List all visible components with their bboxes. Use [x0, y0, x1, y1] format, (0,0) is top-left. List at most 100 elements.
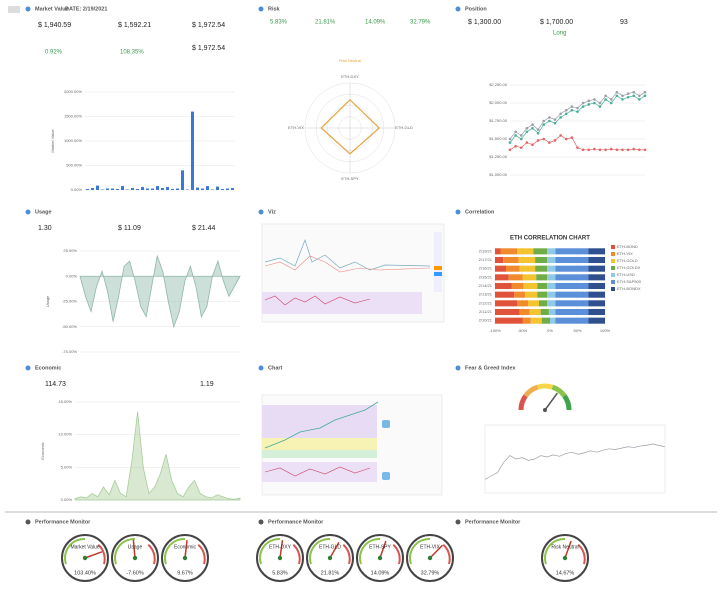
marker	[570, 136, 574, 139]
bar	[121, 186, 124, 190]
y-tick-label: -50.00%	[62, 324, 77, 329]
bar-segment	[495, 317, 523, 324]
bar-segment	[522, 317, 531, 324]
gauge-hub	[82, 555, 88, 561]
gauge-red	[577, 543, 586, 565]
marker	[593, 101, 596, 105]
y-tick-label: 2/16/21	[479, 266, 493, 271]
marker	[626, 95, 630, 99]
bar-segment	[548, 308, 556, 316]
bar-segment	[519, 265, 536, 272]
bar-segment	[535, 256, 548, 264]
gauge-green	[544, 537, 566, 565]
marker	[525, 141, 529, 144]
bar-segment	[495, 274, 509, 281]
marker	[598, 101, 602, 105]
y-tick-label: 2/12/21	[479, 300, 493, 305]
panel-title: Correlation	[465, 209, 495, 215]
panel-icon	[258, 209, 264, 215]
marker	[570, 108, 574, 112]
marker	[615, 90, 619, 94]
marker	[514, 144, 517, 148]
marker	[632, 147, 636, 151]
bar-segment	[555, 265, 589, 272]
marker	[626, 148, 630, 152]
bar	[91, 188, 94, 190]
bar-segment	[547, 265, 556, 272]
legend-label: Risk Neutral	[339, 58, 361, 63]
marker	[576, 146, 579, 149]
bar-segment	[547, 274, 556, 281]
marker	[576, 110, 579, 113]
marker	[615, 94, 619, 98]
bar-segment	[588, 291, 605, 298]
bar-segment	[530, 317, 542, 324]
bar-segment	[588, 248, 605, 255]
legend-swatch	[611, 273, 615, 277]
marker	[542, 123, 546, 126]
marker	[536, 139, 540, 142]
chart-image	[261, 394, 443, 496]
gauge-label: ETH-SPY	[369, 544, 391, 550]
y-tick-label: 2000.00%	[64, 89, 82, 94]
area	[79, 254, 241, 329]
bar-segment	[555, 317, 589, 324]
gauge-label: ETH-GLD	[319, 544, 341, 550]
bar-segment	[540, 308, 549, 316]
kpi-value: $ 1,592.21	[118, 22, 151, 29]
legend-swatch	[611, 280, 615, 284]
bar-segment	[555, 282, 589, 290]
marker	[638, 148, 641, 152]
y-tick-label: 2/19/21	[479, 248, 493, 253]
y-tick-label: 2/14/21	[479, 283, 493, 288]
marker	[604, 148, 607, 152]
bar	[116, 189, 119, 190]
kpi-value: 5.83%	[270, 20, 288, 26]
panel-title: Economic	[35, 365, 61, 371]
marker	[587, 103, 591, 106]
gauge-label: Economic	[174, 544, 196, 550]
marker	[609, 147, 613, 151]
bar-segment	[547, 291, 556, 298]
bar-segment	[547, 256, 556, 264]
panel-title: Market Value	[35, 6, 69, 12]
panel-title: Performance Monitor	[465, 519, 521, 525]
y-tick-label: 2/17/21	[479, 257, 493, 262]
gauge-red	[342, 543, 351, 565]
bar	[206, 186, 209, 190]
y-tick-label: 2/13/21	[479, 292, 493, 297]
gauge-band	[518, 394, 528, 411]
gauge-hub	[377, 555, 383, 561]
marker	[581, 148, 585, 152]
gauge-value: 21.81%	[321, 570, 340, 576]
panel-icon	[258, 365, 264, 371]
legend-label: ETH-BONDX	[617, 286, 641, 291]
marker	[643, 90, 647, 94]
bar	[226, 188, 229, 190]
line	[509, 91, 646, 140]
y-axis-label: Usage	[45, 295, 50, 307]
bar-segment	[588, 282, 605, 290]
gauge-band	[523, 384, 539, 398]
kpi-value: Long	[553, 31, 566, 37]
gauge-red	[442, 543, 451, 565]
legend-label: ETH-VIX	[617, 251, 633, 256]
marker	[626, 92, 630, 95]
y-tick-label: 0.00%	[61, 497, 73, 502]
bar-segment	[517, 300, 528, 307]
marker	[508, 137, 512, 141]
marker	[598, 148, 602, 152]
kpi-value: $ 1,300.00	[468, 19, 501, 26]
gauge-needle	[84, 551, 103, 559]
gauge-hub	[327, 555, 333, 561]
gauge-needle	[184, 540, 188, 559]
bar-segment	[522, 274, 537, 281]
panel-icon	[25, 6, 31, 12]
bar-segment	[495, 300, 517, 307]
y-tick-label: -25.00%	[62, 299, 77, 304]
marker	[559, 116, 562, 119]
marker	[609, 98, 613, 101]
kpi-value: $ 1,972.54	[192, 22, 225, 29]
marker	[604, 94, 607, 98]
bar-segment	[588, 256, 605, 264]
